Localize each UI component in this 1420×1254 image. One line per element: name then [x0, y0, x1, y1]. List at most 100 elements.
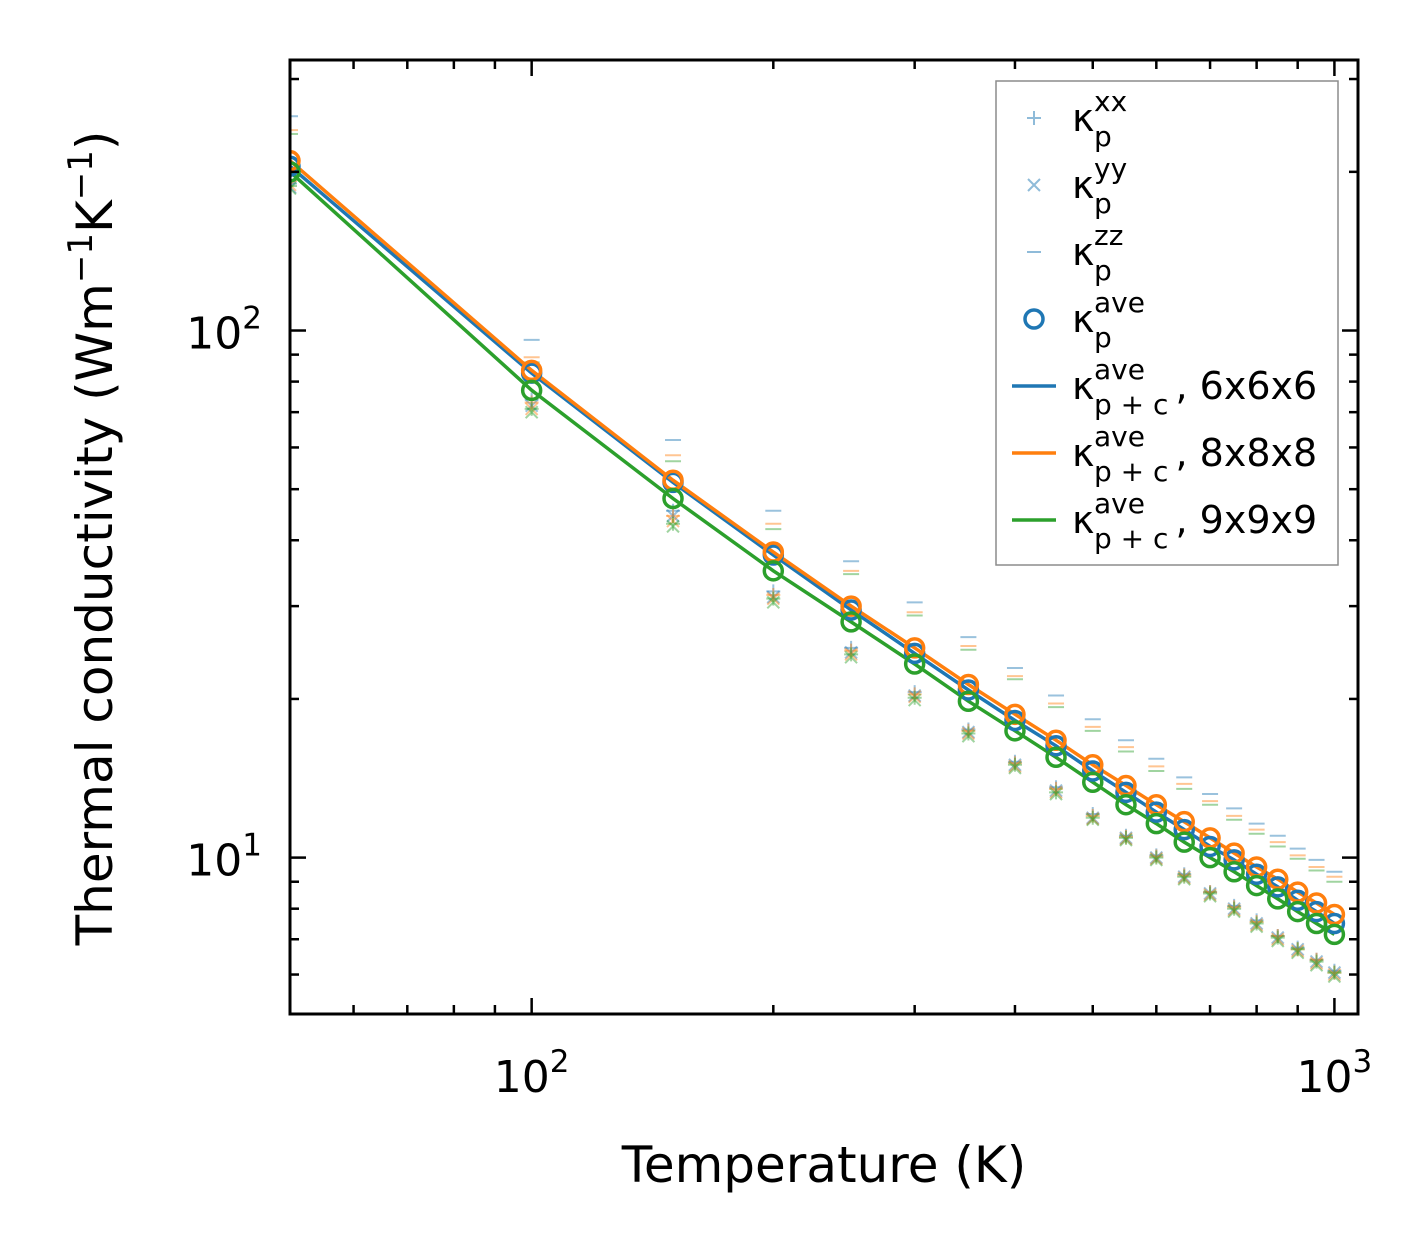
- kxx-marker: [1007, 756, 1022, 771]
- kyy-marker: [1008, 759, 1022, 774]
- kxx-marker: [907, 687, 922, 702]
- legend-entry: κave p + c, 6x6x6: [1012, 353, 1317, 421]
- legend-sup: ave: [1094, 286, 1145, 319]
- kyy-marker: [1086, 812, 1100, 826]
- kxx-marker: [1249, 913, 1264, 928]
- kyy-marker: [1327, 967, 1342, 982]
- kyy-marker: [1290, 942, 1305, 956]
- kxx-marker: [907, 690, 922, 705]
- kyy-marker: [1203, 888, 1217, 902]
- legend-label: κyy p: [1072, 152, 1127, 220]
- legend-label: κave p: [1072, 286, 1145, 354]
- kave-marker: [1199, 835, 1221, 858]
- legend-entry: κzz p: [1027, 219, 1123, 287]
- kyy-marker: [766, 590, 781, 604]
- series-8x8x8: [290, 129, 1343, 982]
- legend-base: κ: [1072, 297, 1094, 341]
- tick-base: 10: [186, 309, 242, 360]
- kave-marker: [957, 690, 980, 712]
- kxx-marker: [844, 647, 859, 662]
- kyy-marker: [1119, 832, 1133, 846]
- kyy-marker: [524, 399, 539, 413]
- kxx-marker: [1290, 942, 1305, 957]
- kave-marker: [762, 560, 785, 582]
- legend-plus-icon: [1027, 111, 1041, 125]
- legend-entry: κxx p: [1027, 85, 1127, 153]
- kyy-marker: [1149, 850, 1164, 865]
- kave-marker: [1223, 861, 1245, 883]
- legend-suffix: , 9x9x9: [1176, 498, 1318, 542]
- kave-marker: [1305, 892, 1328, 914]
- kyy-marker: [666, 519, 680, 534]
- kxx-marker: [524, 401, 539, 416]
- legend-entry: κave p: [1023, 286, 1145, 354]
- kave-marker: [520, 379, 543, 402]
- kyy-marker: [290, 180, 297, 194]
- kave-marker: [1173, 818, 1195, 841]
- series-9x9x9: [290, 132, 1343, 984]
- ylabel-part: Thermal conductivity (Wm: [66, 283, 124, 946]
- kxx-marker: [1149, 849, 1164, 864]
- kave-marker: [1286, 900, 1309, 923]
- tick-exp: 3: [1353, 1044, 1373, 1080]
- kave-marker: [903, 637, 926, 659]
- kyy-marker: [1227, 903, 1241, 917]
- legend-base: κ: [1072, 498, 1094, 542]
- legend-sup: ave: [1094, 420, 1145, 453]
- kyy-marker: [1119, 831, 1133, 845]
- kave-marker: [520, 359, 543, 382]
- legend-suffix: , 6x6x6: [1176, 364, 1318, 408]
- plot-frame: [288, 58, 1360, 1016]
- kyy-marker: [1271, 934, 1285, 948]
- kyy-marker: [907, 689, 922, 704]
- kxx-marker: [1203, 886, 1218, 901]
- legend-sub: p: [1094, 187, 1112, 220]
- kxx-marker: [1327, 963, 1342, 978]
- x-axis-label: Temperature (K): [621, 1136, 1026, 1194]
- legend-sub: p + c: [1094, 455, 1168, 488]
- kyy-marker: [290, 181, 297, 196]
- kave-marker: [840, 595, 862, 617]
- kxx-marker: [766, 584, 781, 599]
- kyy-marker: [666, 514, 680, 528]
- kave-marker: [1115, 781, 1137, 804]
- kxx-marker: [1290, 942, 1305, 957]
- legend-label: κxx p: [1072, 85, 1127, 153]
- kave-marker: [1145, 812, 1168, 835]
- y-tick-label: 101: [186, 828, 262, 887]
- kyy-marker: [1309, 954, 1324, 969]
- kxx-marker: [1007, 757, 1022, 772]
- kave-marker: [1223, 849, 1245, 871]
- legend-sub: p: [1094, 120, 1112, 153]
- kxx-marker: [1309, 954, 1324, 969]
- kxx-marker: [666, 508, 681, 523]
- kyy-marker: [961, 725, 976, 739]
- kxx-marker: [766, 587, 781, 602]
- kyy-marker: [907, 693, 922, 707]
- kyy-marker: [766, 591, 781, 606]
- legend-sub: p: [1094, 254, 1112, 287]
- line-6x6x6: [290, 164, 1336, 925]
- kxx-marker: [1309, 952, 1324, 967]
- kxx-marker: [844, 640, 859, 655]
- kyy-marker: [1203, 889, 1217, 903]
- kave-marker: [1145, 801, 1168, 823]
- kyy-marker: [524, 405, 539, 419]
- kxx-marker: [1227, 898, 1242, 913]
- kyy-marker: [1309, 958, 1324, 972]
- kyy-marker: [1177, 871, 1191, 885]
- kyy-marker: [1119, 833, 1133, 847]
- legend-entry: κave p + c, 8x8x8: [1012, 420, 1317, 488]
- kyy-marker: [1149, 852, 1164, 866]
- kxx-marker: [907, 685, 922, 700]
- kyy-marker: [961, 726, 976, 741]
- kave-marker: [903, 653, 926, 675]
- kxx-marker: [1149, 848, 1164, 863]
- legend-label: κave p + c, 8x8x8: [1072, 420, 1317, 488]
- plot-area: [290, 115, 1346, 984]
- kyy-marker: [1327, 965, 1342, 980]
- kave-marker: [1004, 709, 1026, 732]
- legend-sup: zz: [1094, 219, 1123, 252]
- kave-marker: [1004, 720, 1026, 742]
